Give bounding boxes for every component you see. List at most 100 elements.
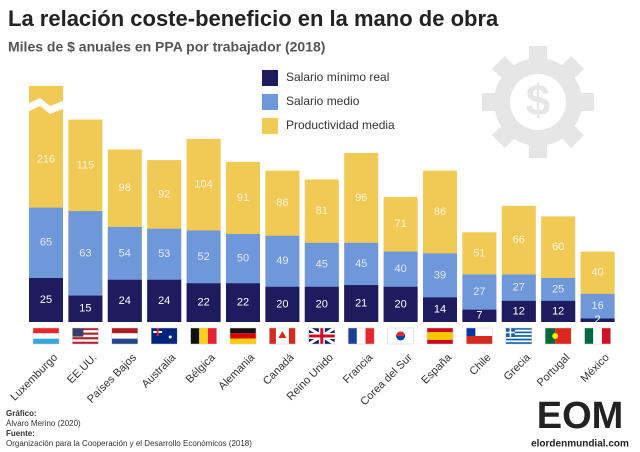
x-tick-label: Australia — [140, 351, 179, 390]
flag-border — [505, 327, 533, 345]
legend-label: Salario mínimo real — [286, 70, 389, 84]
flag-border — [308, 327, 336, 345]
flag-part — [230, 328, 256, 334]
value-label: 45 — [316, 259, 328, 271]
value-label: 91 — [237, 192, 249, 204]
flag-part — [156, 328, 159, 336]
bar — [29, 278, 63, 322]
flag-part — [505, 329, 532, 332]
value-label: 22 — [237, 297, 249, 309]
flag-part — [505, 331, 515, 334]
flag-part — [151, 328, 178, 344]
value-label: 45 — [355, 258, 367, 270]
value-label: 216 — [37, 154, 55, 166]
value-label: 2 — [595, 314, 601, 326]
x-tick-label: Francia — [341, 351, 376, 386]
flag-part — [545, 328, 556, 344]
flag-part — [505, 335, 532, 337]
x-tick-label: Chile — [467, 352, 493, 378]
value-label: 21 — [355, 297, 367, 309]
logo-site: elordenmundial.com — [531, 439, 629, 450]
value-label: 16 — [591, 300, 603, 312]
bar — [186, 283, 221, 322]
value-label: 104 — [194, 179, 212, 191]
flag-part — [365, 328, 375, 344]
value-label: 20 — [316, 298, 328, 310]
chart-title: La relación coste-beneficio en la mano d… — [8, 6, 499, 31]
bars — [29, 86, 615, 323]
flag-part — [505, 333, 532, 336]
flag-part — [207, 328, 217, 344]
credit: Álvaro Merino (2020) — [6, 419, 81, 428]
flag-border — [269, 327, 296, 345]
bar — [501, 300, 536, 322]
value-label: 86 — [276, 197, 288, 209]
flag-part — [552, 333, 559, 339]
logo-mark: EOM — [537, 395, 624, 437]
x-tick-label: Grecia — [502, 351, 534, 383]
value-label: 25 — [40, 294, 52, 306]
flag-part — [72, 328, 84, 337]
value-label: 71 — [394, 218, 406, 230]
bar — [423, 297, 457, 322]
value-label: 14 — [434, 304, 446, 316]
flag-border — [111, 327, 139, 345]
bar — [265, 286, 300, 322]
flag-part — [190, 328, 200, 344]
flag-part — [72, 341, 99, 344]
flag-border — [150, 327, 178, 345]
flag-border — [466, 327, 493, 345]
x-tick-label: España — [419, 351, 454, 386]
value-label: 7 — [476, 310, 482, 322]
value-label: 24 — [158, 295, 170, 307]
value-label: 40 — [394, 263, 406, 275]
flag-part — [396, 331, 406, 336]
flag-part — [555, 328, 572, 344]
flag-part — [505, 340, 532, 343]
value-label: 49 — [276, 255, 288, 267]
flag-part — [427, 336, 453, 340]
value-label: 96 — [355, 192, 367, 204]
flag-part — [230, 338, 256, 344]
flag-part — [356, 328, 366, 344]
value-label: 15 — [79, 303, 91, 315]
bar — [383, 286, 418, 322]
flag-border — [426, 327, 454, 345]
flag-part — [505, 331, 532, 334]
flag-part — [72, 334, 99, 338]
bar — [304, 286, 339, 322]
value-label: 20 — [276, 298, 288, 310]
bar — [541, 300, 576, 322]
flag-part — [584, 328, 594, 344]
value-label: 86 — [434, 206, 446, 218]
value-label: 53 — [158, 248, 170, 260]
value-label: 39 — [434, 269, 446, 281]
value-label: 65 — [40, 237, 52, 249]
legend-swatch — [262, 70, 278, 86]
value-label: 52 — [197, 251, 209, 263]
flag-part — [72, 337, 99, 340]
flag-part — [72, 339, 99, 342]
value-label: 63 — [79, 247, 91, 259]
bar — [107, 279, 142, 322]
flag-part — [466, 328, 493, 336]
flag-border — [387, 327, 414, 345]
value-label: 54 — [119, 247, 131, 259]
flag-part — [111, 333, 138, 339]
flag-part — [466, 336, 493, 344]
x-tick-label: EE.UU. — [65, 352, 99, 386]
axis-break — [27, 98, 65, 114]
value-label: 92 — [158, 188, 170, 200]
flag-part — [199, 328, 208, 344]
flag-part — [348, 328, 357, 344]
value-label: 66 — [513, 234, 525, 246]
bar — [580, 293, 615, 322]
flag-part — [505, 342, 532, 344]
bar — [68, 295, 103, 322]
x-tick-label: México — [579, 352, 612, 385]
value-label: 25 — [552, 283, 564, 295]
chart-subtitle: Miles de $ anuales en PPA por trabajador… — [8, 39, 325, 55]
legend-label: Salario medio — [286, 94, 360, 108]
flag-part — [33, 333, 59, 339]
